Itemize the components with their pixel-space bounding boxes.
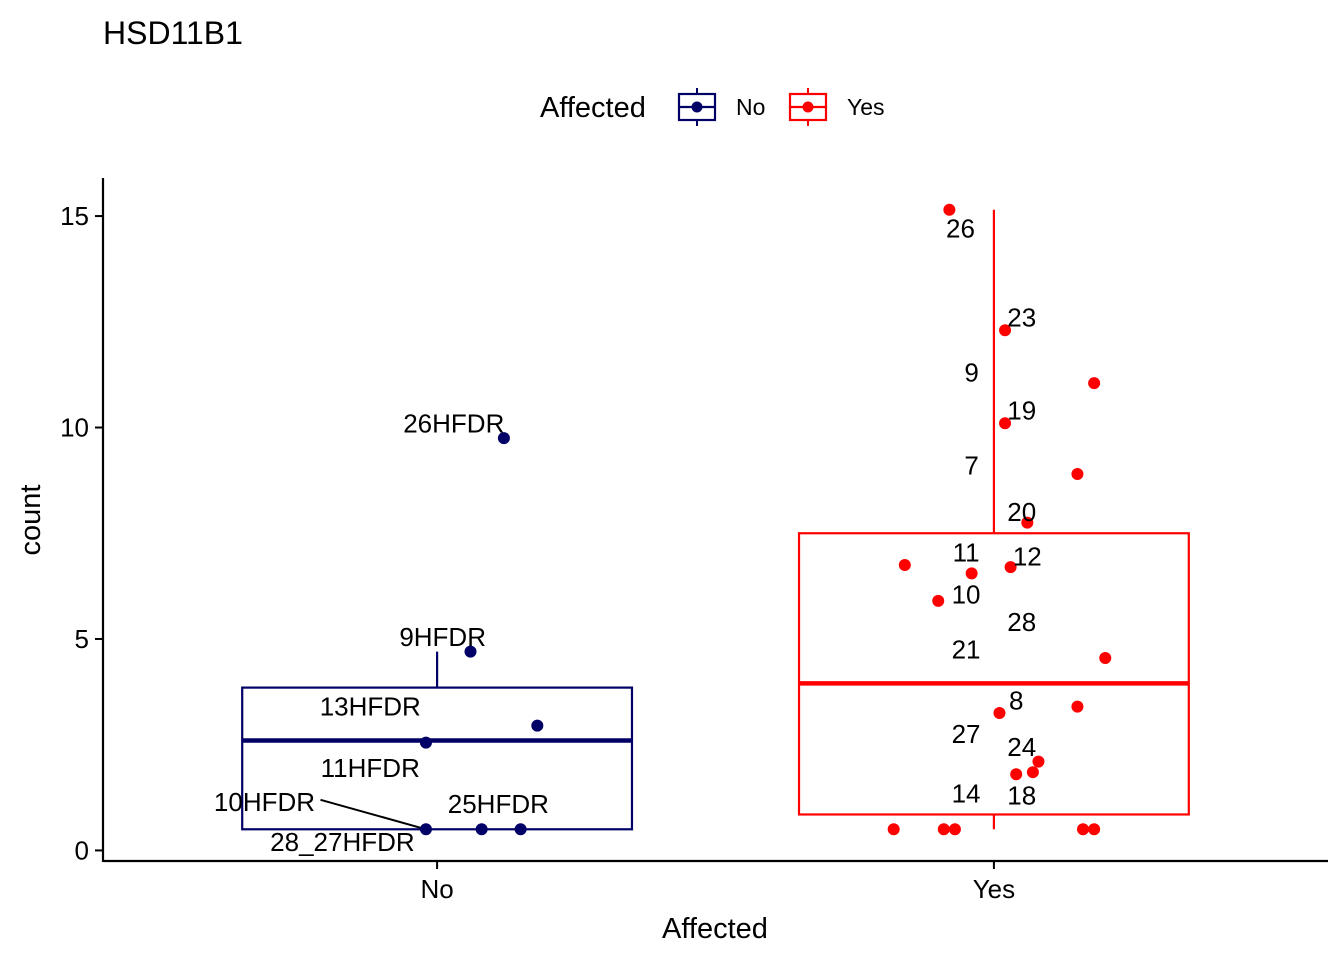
y-tick-label: 15 (60, 201, 89, 231)
box-yes (797, 209, 1190, 830)
data-point (937, 823, 950, 836)
data-point (1088, 823, 1101, 836)
legend-title: Affected (540, 92, 646, 124)
data-point (898, 558, 911, 571)
data-point (993, 706, 1006, 719)
data-point (1004, 561, 1017, 574)
point-label: 28 (1007, 607, 1036, 637)
y-tick-label: 10 (60, 413, 89, 443)
point-label: 13HFDR (320, 692, 421, 722)
data-point (419, 736, 432, 749)
point-label: 25HFDR (448, 789, 549, 819)
data-point (1021, 516, 1034, 529)
legend-label: No (736, 94, 765, 120)
x-axis-title: Affected (662, 913, 768, 945)
point-label: 21 (952, 635, 981, 665)
point-label: 24 (1007, 732, 1036, 762)
y-axis-title: count (15, 485, 47, 556)
point-label: 9HFDR (399, 622, 486, 652)
box-body (241, 686, 634, 831)
data-point (1026, 766, 1039, 779)
point-label: 14 (952, 778, 981, 808)
label-leader-line (320, 798, 427, 831)
legend: Affected No Yes (540, 88, 885, 126)
data-point (419, 823, 432, 836)
point-label: 19 (1007, 396, 1036, 426)
point-label: 27 (952, 719, 981, 749)
point-label: 28_27HFDR (270, 827, 415, 857)
point-label: 10HFDR (214, 787, 315, 817)
data-point (999, 417, 1012, 430)
data-point (932, 594, 945, 607)
data-point (948, 823, 961, 836)
point-label: 20 (1007, 497, 1036, 527)
data-point (531, 719, 544, 732)
y-tick-label: 5 (75, 624, 89, 654)
data-point (514, 823, 527, 836)
data-point (497, 432, 510, 445)
point-label: 10 (952, 580, 981, 610)
legend-label: Yes (847, 94, 885, 120)
data-point (1010, 768, 1023, 781)
point-label: 12 (1013, 542, 1042, 572)
data-point (1088, 377, 1101, 390)
point-label: 23 (1007, 303, 1036, 333)
box-no (241, 651, 634, 831)
point-label: 9 (964, 358, 978, 388)
chart-title: HSD11B1 (103, 15, 243, 51)
data-point (1077, 823, 1089, 836)
legend-key-point (691, 101, 703, 113)
x-tick-label: Yes (973, 874, 1015, 904)
data-point (1032, 755, 1045, 768)
box-body (797, 532, 1190, 816)
legend-item-yes: Yes (788, 88, 885, 126)
point-label: 26HFDR (403, 408, 504, 438)
data-point (475, 823, 488, 836)
point-label: 18 (1007, 780, 1036, 810)
data-point (965, 567, 978, 580)
data-point (887, 823, 900, 836)
data-point (1071, 468, 1084, 481)
point-label: 11 (953, 537, 980, 567)
legend-item-no: No (677, 88, 765, 126)
point-label: 7 (964, 451, 978, 481)
data-point (943, 203, 956, 216)
legend-key-point (802, 101, 814, 113)
y-tick-label: 0 (75, 835, 89, 865)
data-point (1071, 700, 1084, 713)
point-label: 11HFDR (321, 753, 420, 783)
data-point (464, 645, 477, 658)
x-tick-label: No (420, 874, 453, 904)
point-label: 26 (946, 214, 975, 244)
point-label: 8 (1009, 685, 1023, 715)
data-point (1099, 652, 1112, 665)
data-point (999, 324, 1012, 337)
